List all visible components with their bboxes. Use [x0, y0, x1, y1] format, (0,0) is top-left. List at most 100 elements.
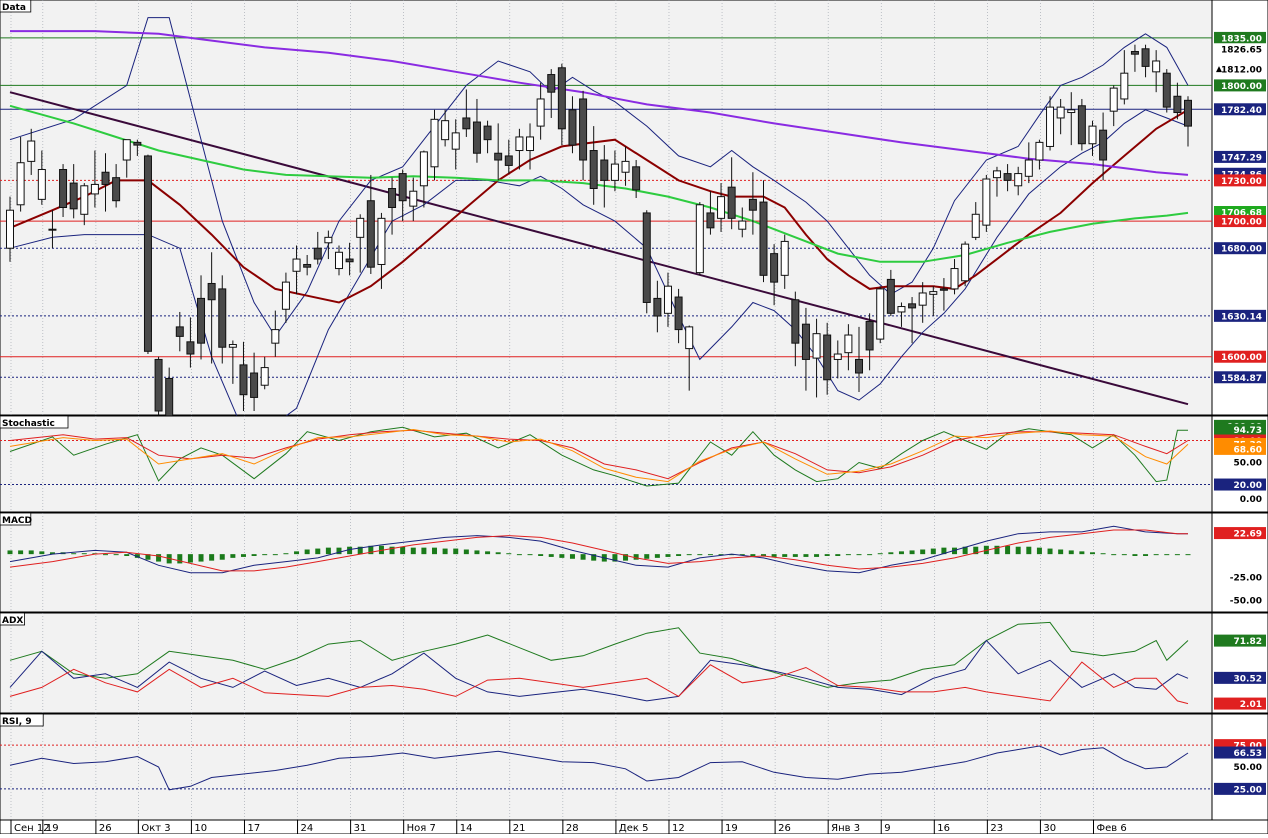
- candle-body: [122, 139, 131, 161]
- candle: [886, 269, 895, 317]
- price-tag: [1214, 309, 1266, 322]
- indicator-line: [9, 661, 1189, 705]
- candle-body: [388, 188, 397, 209]
- candle: [823, 322, 832, 395]
- price-tag-label: 94.73: [1234, 426, 1262, 436]
- indicator-line: [9, 525, 1188, 574]
- macd-bar: [103, 554, 109, 556]
- macd-bar: [782, 554, 788, 557]
- candle: [642, 210, 651, 314]
- candle-body: [143, 155, 152, 352]
- price-tag-label: 71.82: [1234, 637, 1262, 647]
- candle: [897, 302, 906, 327]
- axis-tick-label: 50.00: [1234, 459, 1262, 469]
- candle-body: [1077, 105, 1086, 145]
- candle: [101, 153, 110, 212]
- candle-body: [101, 171, 110, 185]
- candle: [197, 275, 206, 360]
- macd-bar: [304, 549, 310, 555]
- macd-bar: [559, 554, 565, 558]
- indicator-line: [9, 529, 1188, 572]
- candle: [738, 207, 747, 238]
- date-tick-label: 26: [778, 823, 791, 834]
- macd-bar: [686, 554, 692, 556]
- price-tag-label: 1826.65: [1221, 46, 1262, 56]
- macd-bar: [707, 554, 713, 556]
- macd-bar: [1079, 551, 1085, 555]
- macd-bar: [771, 554, 777, 557]
- candle-body: [112, 177, 121, 202]
- candle: [610, 150, 619, 192]
- candle: [844, 324, 853, 371]
- candle: [674, 288, 683, 344]
- axis-tick-label: 0.00: [1240, 495, 1262, 505]
- candle: [388, 177, 397, 235]
- price-tag-label: 1600.00: [1221, 353, 1262, 363]
- date-tick-label: 17: [247, 823, 260, 834]
- macd-bar: [400, 546, 406, 555]
- candle: [727, 157, 736, 230]
- candle-body: [579, 98, 588, 161]
- candle-body: [865, 320, 874, 351]
- macd-bar: [410, 547, 416, 555]
- price-tag-label: 1812.00: [1221, 66, 1262, 76]
- indicator-line: [9, 745, 1189, 791]
- candle-body: [1184, 99, 1192, 127]
- panel-label: RSI, 9: [2, 717, 32, 727]
- macd-bar: [1026, 546, 1032, 555]
- macd-bar: [527, 554, 533, 556]
- candle: [356, 214, 365, 273]
- candle-body: [855, 358, 864, 374]
- candle: [366, 174, 375, 274]
- macd-bar: [294, 551, 300, 555]
- panel-adx: 71.82 30.52 2.01 ADX: [0, 612, 1268, 714]
- candle: [908, 297, 917, 344]
- date-tick-label: 16: [937, 823, 950, 834]
- macd-bar: [814, 554, 820, 557]
- candle: [1077, 98, 1086, 151]
- candle-body: [748, 198, 757, 211]
- candle: [1141, 44, 1150, 78]
- macd-bar: [835, 554, 841, 556]
- candle: [1099, 112, 1108, 181]
- price-tag: [1214, 206, 1266, 219]
- panel-label-box: [0, 713, 44, 727]
- candle: [122, 139, 131, 178]
- macd-bar: [463, 549, 469, 555]
- candle: [971, 202, 980, 241]
- candle-body: [632, 166, 641, 191]
- candle-body: [356, 217, 365, 238]
- macd-bar: [336, 547, 342, 555]
- macd-bar: [1143, 554, 1149, 556]
- candle-body: [759, 201, 768, 276]
- candle-body: [303, 263, 312, 268]
- price-tag: [1214, 697, 1266, 710]
- candle-body: [897, 306, 906, 313]
- candle-body: [568, 109, 577, 146]
- candle: [313, 231, 322, 265]
- macd-bar: [432, 547, 438, 555]
- candle: [1184, 96, 1192, 147]
- date-tick-label: Сен 12: [14, 823, 50, 834]
- date-tick-label: Окт 3: [141, 823, 170, 834]
- candle: [833, 340, 842, 379]
- price-tag: [1214, 150, 1266, 163]
- macd-bar: [347, 546, 353, 555]
- candle-body: [982, 178, 991, 226]
- candle: [48, 210, 57, 249]
- candle-body: [197, 297, 206, 344]
- candle: [472, 98, 481, 163]
- candle-body: [1003, 173, 1012, 181]
- macd-bar: [941, 547, 947, 555]
- price-tag-label: 1835.00: [1221, 34, 1262, 44]
- candle: [1056, 98, 1065, 135]
- candle: [929, 286, 938, 317]
- candle: [69, 164, 78, 219]
- candle-body: [48, 228, 57, 231]
- price-axis: [1211, 612, 1268, 714]
- candle-body: [430, 118, 439, 168]
- candle-body: [833, 353, 842, 360]
- macd-bar: [898, 551, 904, 555]
